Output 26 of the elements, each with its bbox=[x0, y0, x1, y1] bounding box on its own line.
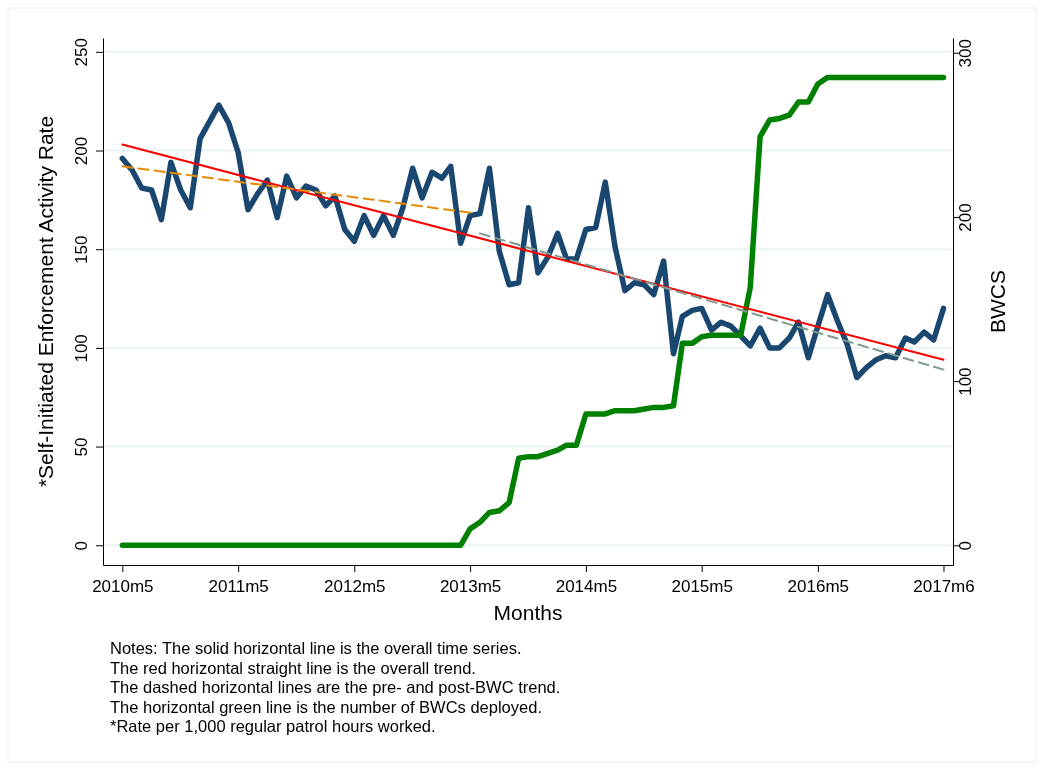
y-tick-label: 250 bbox=[72, 38, 91, 67]
x-tick-label: 2010m5 bbox=[92, 577, 154, 596]
x-tick-label: 2014m5 bbox=[555, 577, 618, 596]
x-tick-label: 2015m5 bbox=[671, 577, 733, 596]
text: The horizontal green line is the number of BWCs deployed. bbox=[110, 697, 542, 716]
y-tick-label: 150 bbox=[72, 235, 91, 264]
text: Notes: The solid horizontal line is the overall time series. bbox=[110, 639, 522, 657]
y2-tick-label: 0 bbox=[956, 541, 975, 551]
x-tick-label: 2016m5 bbox=[787, 577, 850, 596]
y2-tick-label: 100 bbox=[956, 367, 975, 396]
x-tick-label: 2017m6 bbox=[913, 577, 975, 596]
y-tick-label: 50 bbox=[72, 437, 91, 457]
x-tick-label: 2012m5 bbox=[324, 577, 386, 596]
y-tick-label: 100 bbox=[72, 334, 91, 363]
y2-axis-title: BWCS bbox=[986, 270, 1009, 333]
y2-tick-label: 300 bbox=[956, 39, 975, 68]
y-tick-label: 0 bbox=[72, 541, 91, 551]
x-tick-label: 2011m5 bbox=[208, 577, 269, 596]
y-axis-title: *Self-Initiated Enforcement Activity Rate bbox=[34, 115, 57, 488]
y2-tick-label: 200 bbox=[956, 203, 975, 232]
text: *Rate per 1,000 regular patrol hours worked. bbox=[110, 717, 436, 735]
text: The red horizontal straight line is the overall trend. bbox=[110, 658, 476, 677]
x-axis-title: Months bbox=[493, 601, 563, 624]
text: The dashed horizontal lines are the pre- and post-BWC trend. bbox=[110, 678, 561, 696]
y-tick-label: 200 bbox=[72, 136, 91, 166]
x-tick-label: 2013m5 bbox=[439, 577, 502, 596]
